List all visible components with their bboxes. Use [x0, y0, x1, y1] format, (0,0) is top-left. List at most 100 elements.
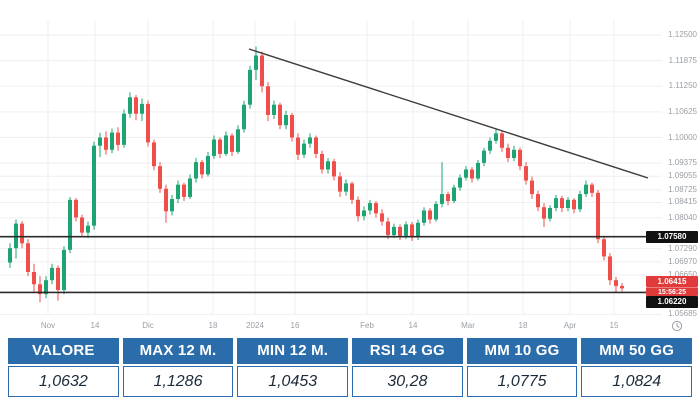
- price-axis-label: 1.11875: [668, 55, 697, 65]
- candle-down: [32, 271, 36, 285]
- candle-up: [404, 224, 408, 236]
- candle-down: [320, 153, 324, 170]
- price-axis-label: 1.08040: [668, 212, 697, 222]
- candle-up: [44, 280, 48, 295]
- candle-down: [398, 226, 402, 236]
- time-axis-label: Dic: [142, 321, 154, 330]
- candle-down: [572, 199, 576, 210]
- candle-down: [38, 284, 42, 295]
- candle-up: [494, 133, 498, 141]
- candle-down: [116, 132, 120, 145]
- candle-down: [74, 199, 78, 218]
- candle-down: [410, 224, 414, 237]
- candle-down: [158, 166, 162, 189]
- candle-down: [260, 55, 264, 87]
- stat-value: 1,0453: [237, 366, 349, 397]
- candle-up: [464, 169, 468, 178]
- candle-down: [518, 149, 522, 167]
- candle-down: [296, 137, 300, 155]
- candle-up: [302, 143, 306, 155]
- price-axis-label: 1.10000: [668, 132, 697, 142]
- candle-down: [446, 194, 450, 202]
- candle-up: [548, 208, 552, 219]
- time-axis-label: 16: [290, 321, 300, 330]
- candle-up: [110, 132, 114, 150]
- last-price-time-box: 15:56:25: [646, 287, 698, 296]
- time-axis-label: 15: [609, 321, 619, 330]
- candle-up: [362, 210, 366, 217]
- candle-up: [458, 177, 462, 188]
- time-axis-label: Apr: [563, 321, 577, 330]
- stat-column-valore: VALORE 1,0632: [8, 338, 119, 397]
- time-axis-label: 14: [408, 321, 418, 330]
- stat-column-max-12m: MAX 12 M. 1,1286: [122, 338, 234, 397]
- candle-down: [218, 139, 222, 154]
- candle-down: [530, 180, 534, 195]
- candle-up: [566, 199, 570, 209]
- statistics-table: VALORE 1,0632 MAX 12 M. 1,1286 MIN 12 M.…: [8, 338, 693, 397]
- price-axis-label: 1.08725: [668, 184, 697, 194]
- candle-down: [146, 103, 150, 143]
- candle-up: [236, 129, 240, 152]
- candle-up: [140, 103, 144, 114]
- stat-header: VALORE: [8, 338, 119, 364]
- stat-header: MIN 12 M.: [237, 338, 349, 364]
- candle-down: [290, 114, 294, 138]
- candle-down: [608, 256, 612, 281]
- price-axis-label: 1.07290: [668, 243, 697, 253]
- candle-up: [8, 248, 12, 263]
- candle-up: [512, 149, 516, 158]
- candle-up: [248, 69, 252, 105]
- candle-up: [170, 199, 174, 212]
- stat-value: 1,0775: [466, 366, 578, 397]
- stat-header: MM 50 GG: [581, 338, 693, 364]
- candle-down: [182, 184, 186, 197]
- candle-down: [536, 194, 540, 208]
- candle-down: [524, 166, 528, 181]
- candle-up: [326, 161, 330, 170]
- candle-down: [20, 223, 24, 244]
- stat-value: 1,0632: [8, 366, 119, 397]
- candle-up: [254, 55, 258, 70]
- candle-down: [350, 183, 354, 200]
- candle-down: [542, 207, 546, 219]
- candle-up: [584, 184, 588, 195]
- stat-column-mm-10gg: MM 10 GG 1,0775: [466, 338, 578, 397]
- support-level-price-box: 1.06220: [646, 296, 698, 308]
- stat-header: RSI 14 GG: [352, 338, 463, 364]
- time-axis-label: 18: [208, 321, 218, 330]
- clock-icon: [671, 320, 683, 332]
- candle-up: [224, 135, 228, 154]
- candle-up: [368, 203, 372, 211]
- candle-up: [212, 139, 216, 156]
- candle-down: [164, 188, 168, 212]
- resistance-level-price-box: 1.07580: [646, 230, 698, 243]
- candle-down: [314, 137, 318, 154]
- candle-up: [122, 113, 126, 145]
- stat-header: MM 10 GG: [466, 338, 578, 364]
- candle-down: [152, 142, 156, 167]
- candle-up: [554, 198, 558, 209]
- candle-up: [434, 203, 438, 220]
- candle-up: [476, 162, 480, 179]
- candle-up: [50, 267, 54, 281]
- candle-down: [560, 198, 564, 209]
- candle-down: [26, 243, 30, 272]
- candle-down: [590, 184, 594, 193]
- time-axis-label: Mar: [461, 321, 475, 330]
- candle-up: [392, 226, 396, 236]
- time-axis-label: Feb: [360, 321, 374, 330]
- price-axis-label: 1.11250: [668, 81, 697, 91]
- candle-down: [230, 135, 234, 152]
- price-axis-label: 1.08415: [668, 197, 697, 207]
- candle-down: [200, 162, 204, 175]
- price-axis-label: 1.06970: [668, 256, 697, 266]
- candle-down: [428, 210, 432, 220]
- candle-down: [620, 285, 624, 289]
- candle-down: [56, 267, 60, 291]
- candle-down: [386, 221, 390, 236]
- price-axis-label: 1.06650: [668, 269, 697, 279]
- candle-down: [278, 104, 282, 126]
- candle-down: [470, 169, 474, 179]
